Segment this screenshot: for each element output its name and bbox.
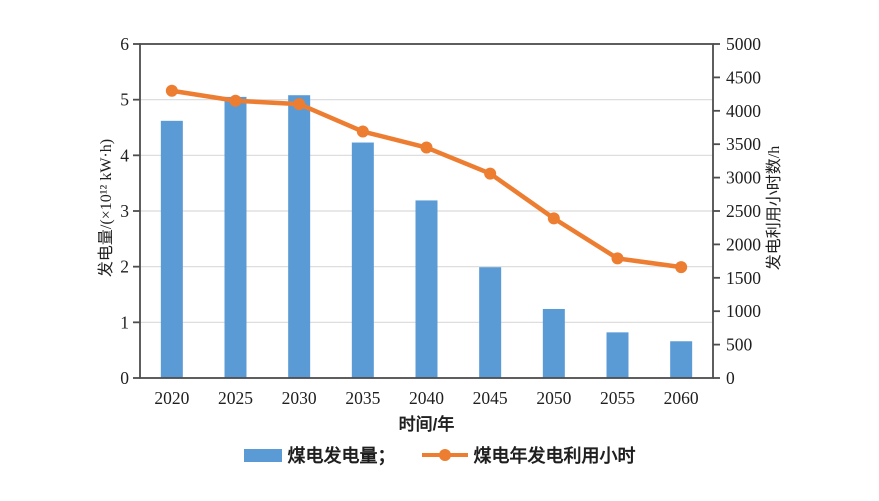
legend-label-line-series: 煤电年发电利用小时 <box>473 446 636 466</box>
chart-legend: 煤电发电量； 煤电年发电利用小时 <box>0 442 879 468</box>
x-tick-label-2050: 2050 <box>536 388 571 408</box>
left-tick-label: 0 <box>120 368 129 388</box>
right-tick-label: 3000 <box>726 168 761 188</box>
bar-2020 <box>160 120 183 378</box>
marker-2055 <box>611 252 624 265</box>
x-tick-label-2045: 2045 <box>473 388 508 408</box>
bar-2060 <box>670 341 693 378</box>
x-axis-tick-labels: 2020 2025 2030 2035 2040 2045 2050 2055 2060 <box>154 388 699 408</box>
bar-2055 <box>606 332 629 378</box>
left-tick-label: 6 <box>120 34 129 54</box>
bar-2050 <box>542 308 565 378</box>
right-axis-title: 发电利用小时数/h <box>766 145 783 271</box>
x-tick-label-2060: 2060 <box>664 388 699 408</box>
x-tick-label-2020: 2020 <box>154 388 189 408</box>
legend-item-bar-series: 煤电发电量； <box>243 442 396 468</box>
marker-2045 <box>484 167 497 180</box>
bar-2025 <box>224 96 247 378</box>
line-series-markers <box>165 84 688 274</box>
x-tick-label-2055: 2055 <box>600 388 635 408</box>
right-tick-label: 500 <box>726 335 753 355</box>
marker-2030 <box>293 98 306 111</box>
left-tick-label: 4 <box>120 145 129 165</box>
x-tick-label-2030: 2030 <box>282 388 317 408</box>
left-tick-label: 2 <box>120 257 129 277</box>
bar-2035 <box>351 142 374 378</box>
right-tick-label: 3500 <box>726 134 761 154</box>
bar-2030 <box>288 95 311 379</box>
marker-2020 <box>165 84 178 97</box>
marker-2050 <box>547 212 560 225</box>
right-tick-label: 5000 <box>726 34 761 54</box>
left-tick-label: 1 <box>120 312 129 332</box>
right-tick-label: 0 <box>726 368 735 388</box>
left-axis-title: 发电量/(×10¹² kW·h) <box>98 138 115 278</box>
right-tick-label: 2500 <box>726 201 761 221</box>
bar-series-swatch-icon <box>243 448 282 462</box>
right-tick-label: 1000 <box>726 301 761 321</box>
x-tick-label-2025: 2025 <box>218 388 253 408</box>
bar-2045 <box>479 267 502 378</box>
marker-2035 <box>356 125 369 138</box>
legend-item-line-series: 煤电年发电利用小时 <box>421 442 636 468</box>
bar-2040 <box>415 200 438 378</box>
x-tick-label-2040: 2040 <box>409 388 444 408</box>
bar-series <box>160 95 693 379</box>
right-tick-label: 4000 <box>726 101 761 121</box>
right-tick-label: 2000 <box>726 234 761 254</box>
left-axis-ticks: 0 1 2 3 4 5 6 <box>120 34 140 388</box>
right-axis-ticks: 0 500 1000 1500 2000 2500 3000 3500 4000 4500 5000 <box>713 34 761 388</box>
marker-2060 <box>675 261 688 274</box>
left-tick-label: 5 <box>120 90 129 110</box>
left-tick-label: 3 <box>120 201 129 221</box>
right-tick-label: 1500 <box>726 268 761 288</box>
x-axis-title: 时间/年 <box>398 415 455 434</box>
legend-label-bar-series: 煤电发电量； <box>287 446 396 466</box>
marker-2040 <box>420 141 433 154</box>
x-tick-label-2035: 2035 <box>345 388 380 408</box>
line-series-swatch-icon <box>421 448 468 462</box>
right-tick-label: 4500 <box>726 67 761 87</box>
marker-2025 <box>229 94 242 107</box>
